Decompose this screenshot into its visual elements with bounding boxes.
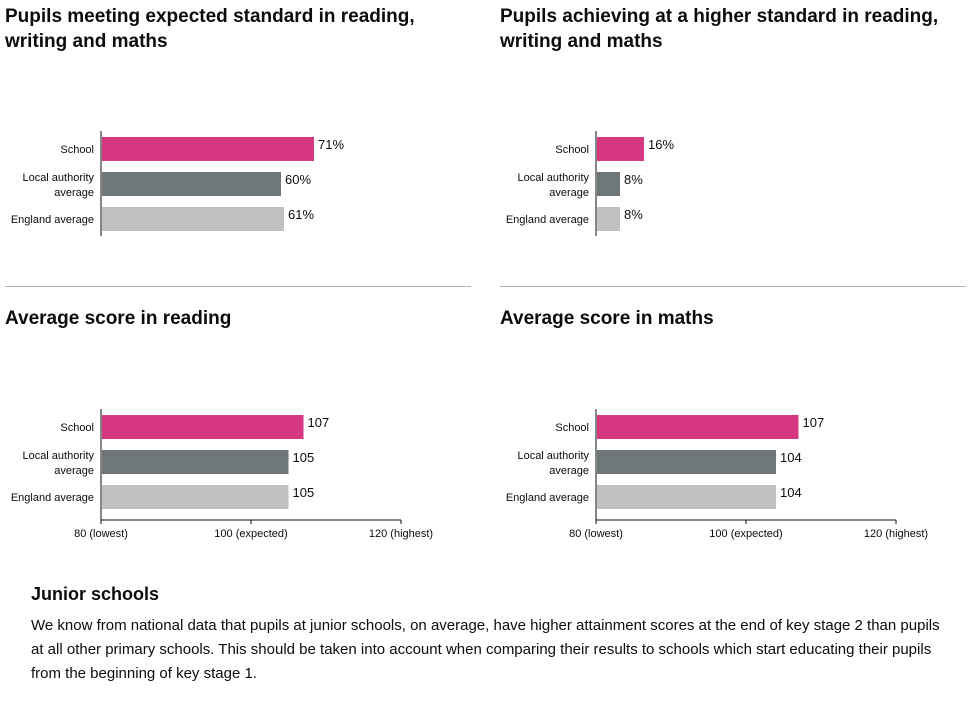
x-tick-label: 100 (expected)	[214, 528, 287, 540]
value-label: 60%	[285, 172, 311, 187]
chart-higher-standard: Pupils achieving at a higher standard in…	[500, 0, 966, 280]
bar-local-authority	[597, 450, 776, 474]
category-label: England average	[11, 492, 94, 504]
value-label: 16%	[648, 137, 674, 152]
value-label: 61%	[288, 207, 314, 222]
bar-local-authority	[597, 172, 620, 196]
value-label: 105	[293, 485, 315, 500]
bar-england	[597, 207, 620, 231]
x-tick-label: 120 (highest)	[864, 528, 928, 540]
value-label: 105	[293, 450, 315, 465]
section-heading: Junior schools	[31, 584, 160, 604]
category-label: School	[555, 422, 589, 434]
divider	[500, 286, 966, 287]
chart-expected-standard: Pupils meeting expected standard in read…	[5, 0, 471, 280]
category-label: England average	[11, 214, 94, 226]
bar-chart: 107 School 104 Local authority average 104 Eng…	[506, 409, 928, 540]
section-body: We know from national data that pupils a…	[31, 617, 940, 682]
bar-england	[597, 485, 776, 509]
category-label: Local authority average	[517, 450, 589, 477]
bar-school	[102, 137, 314, 161]
bar-local-authority	[102, 450, 289, 474]
value-label: 104	[780, 485, 802, 500]
category-label: Local authority average	[22, 172, 94, 199]
category-label: School	[555, 144, 589, 156]
x-tick-label: 80 (lowest)	[74, 528, 128, 540]
category-label: England average	[506, 214, 589, 226]
junior-schools-section: Junior schools We know from national dat…	[31, 582, 951, 686]
chart-title: Average score in maths	[500, 308, 714, 329]
bar-england	[102, 207, 284, 231]
category-label: Local authority average	[517, 172, 589, 199]
bar-school	[597, 415, 799, 439]
chart-maths-score: Average score in maths 107 School 104 Local…	[500, 286, 966, 566]
x-tick-label: 80 (lowest)	[569, 528, 623, 540]
x-tick-label: 120 (highest)	[369, 528, 433, 540]
value-label: 104	[780, 450, 802, 465]
chart-reading-score: Average score in reading 107 School 105 Loc…	[5, 286, 471, 566]
category-label: School	[60, 144, 94, 156]
value-label: 107	[308, 415, 330, 430]
divider	[5, 286, 471, 287]
x-tick-label: 100 (expected)	[709, 528, 782, 540]
bar-chart: 71% School 60% Local authority average 61% Eng…	[11, 131, 344, 236]
value-label: 8%	[624, 172, 643, 187]
bar-school	[597, 137, 644, 161]
category-label: England average	[506, 492, 589, 504]
chart-title: Average score in reading	[5, 308, 232, 329]
bar-local-authority	[102, 172, 281, 196]
bar-chart: 107 School 105 Local authority average 105 Eng…	[11, 409, 433, 540]
category-label: School	[60, 422, 94, 434]
bar-school	[102, 415, 304, 439]
value-label: 71%	[318, 137, 344, 152]
value-label: 107	[803, 415, 825, 430]
category-label: Local authority average	[22, 450, 94, 477]
bar-chart: 16% School 8% Local authority average 8% Engla…	[506, 131, 674, 236]
bar-england	[102, 485, 289, 509]
chart-title: Pupils meeting expected standard in read…	[5, 6, 415, 52]
value-label: 8%	[624, 207, 643, 222]
chart-title: Pupils achieving at a higher standard in…	[500, 6, 939, 52]
